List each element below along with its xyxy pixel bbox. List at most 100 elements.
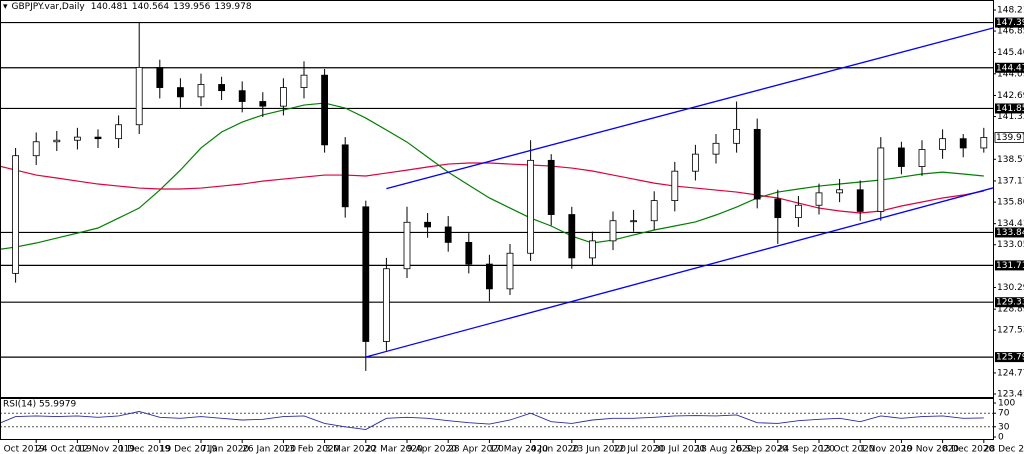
candle-body (341, 144, 349, 208)
candle-body (980, 137, 988, 149)
y-tick-label: 144.090 (997, 69, 1024, 79)
candle-body (135, 67, 143, 126)
candle-body (300, 74, 308, 88)
candle-body (753, 128, 761, 200)
level-label-box (995, 260, 1024, 271)
candle-body (485, 263, 493, 290)
y-tick-label: 70 (998, 409, 1010, 419)
x-tick-label: 19 Nov 2020 (901, 445, 959, 454)
candle-body (115, 124, 122, 140)
x-tick-label: 22 Mar 2020 (366, 445, 423, 454)
x-tick-label: 18 Aug 2020 (695, 445, 753, 454)
candle-body (650, 200, 658, 222)
candle-body (321, 74, 329, 146)
symbol: GBPJPY.var,Daily (12, 2, 86, 12)
x-tick-label: 26 Jan 2020 (242, 445, 296, 454)
candle-body (712, 142, 720, 155)
x-tick-label: 6 Sep 2020 (737, 445, 789, 454)
y-tick-label: 133.050 (997, 240, 1024, 250)
y-tick-label: 146.850 (997, 27, 1024, 37)
y-tick-label: 100 (998, 399, 1015, 409)
x-tick-label: 3 Oct 2019 (0, 445, 45, 454)
candle-body (465, 242, 473, 265)
candle-body (444, 226, 452, 243)
candle-body (774, 198, 782, 219)
level-label-box (995, 352, 1024, 363)
candle-body (259, 101, 267, 107)
x-tick-label: 4 Jun 2020 (531, 445, 580, 454)
candle-body (362, 206, 370, 342)
x-tick-label: 17 May 2020 (489, 445, 548, 454)
candle-body (609, 220, 617, 242)
y-tick-label: 127.530 (997, 326, 1024, 336)
candle-body (856, 189, 864, 212)
y-tick-label: 145.465 (997, 48, 1024, 58)
candle-body (32, 141, 40, 157)
x-tick-label: 7 Jan 2020 (201, 445, 249, 454)
x-tick-label: 1 Nov 2020 (860, 445, 912, 454)
x-tick-label: 13 Oct 2020 (819, 445, 875, 454)
x-tick-label: 9 Apr 2020 (407, 445, 457, 454)
candle-body (238, 90, 246, 102)
candle-body (176, 87, 184, 98)
candle-body (918, 149, 926, 167)
x-tick-label: 12 Jul 2020 (613, 445, 664, 454)
current-price-box (994, 132, 1024, 143)
y-tick-label: 128.890 (997, 305, 1024, 315)
candle-body (12, 155, 20, 274)
candle-body (568, 214, 576, 259)
candle-body (898, 147, 905, 167)
level-label-box (995, 227, 1024, 238)
main-panel-frame (0, 0, 994, 398)
header: ▾ GBPJPY.var,Daily 140.481 140.564 139.956 13… (3, 2, 252, 12)
y-tick-label: 123.410 (997, 389, 1024, 399)
close-value: 139.978 (214, 2, 251, 12)
candle-body (547, 159, 555, 215)
x-tick-label: 24 Oct 2019 (36, 445, 92, 454)
level-label: 144.479 (996, 63, 1024, 73)
y-tick-label: 134.410 (997, 219, 1024, 229)
trendline (365, 187, 993, 358)
x-tick-label: 19 Dec 2019 (160, 445, 218, 454)
current-price-label: 139.978 (996, 133, 1024, 143)
candle-body (74, 136, 81, 141)
y-tick-label: 137.170 (997, 176, 1024, 186)
x-tick-label: 13 Feb 2020 (283, 445, 339, 454)
candle-body (506, 252, 514, 290)
level-label-box (995, 103, 1024, 114)
rsi-line (1, 411, 984, 430)
y-tick-label: 142.690 (997, 91, 1024, 101)
candle-body (94, 136, 102, 140)
level-label: 141.851 (996, 104, 1024, 114)
y-tick-label: 138.570 (997, 155, 1024, 165)
candle-body (795, 204, 802, 219)
candle-body (836, 189, 843, 194)
candle-body (877, 147, 885, 212)
y-tick-label: 141.330 (997, 112, 1024, 122)
y-tick-label: 130.290 (997, 283, 1024, 293)
rsi-title: RSI(14) 55.9979 (3, 400, 76, 410)
x-tick-label: 1 Dec 2019 (119, 445, 171, 454)
x-tick-label: 28 Dec 2020 (984, 445, 1024, 454)
candle-body (403, 221, 411, 270)
trendline (386, 27, 993, 190)
candle-body (53, 139, 61, 143)
main-plot (1, 21, 993, 371)
y-tick-label: 30 (998, 422, 1010, 432)
level-label-box (995, 17, 1024, 28)
candle-body (218, 84, 226, 92)
candle-body (279, 87, 287, 107)
y-tick-label: 124.770 (997, 368, 1024, 378)
high-value: 140.564 (132, 2, 169, 12)
rsi-plot (1, 411, 993, 430)
x-tick-label: 8 Dec 2020 (943, 445, 995, 454)
level-label: 133.843 (996, 228, 1024, 238)
candle-body (527, 159, 534, 254)
x-tick-label: 24 Sep 2020 (778, 445, 835, 454)
menu-arrow: ▾ (3, 2, 8, 12)
candle-body (382, 268, 390, 342)
level-label: 131.715 (996, 261, 1024, 271)
open-value: 140.481 (91, 2, 128, 12)
